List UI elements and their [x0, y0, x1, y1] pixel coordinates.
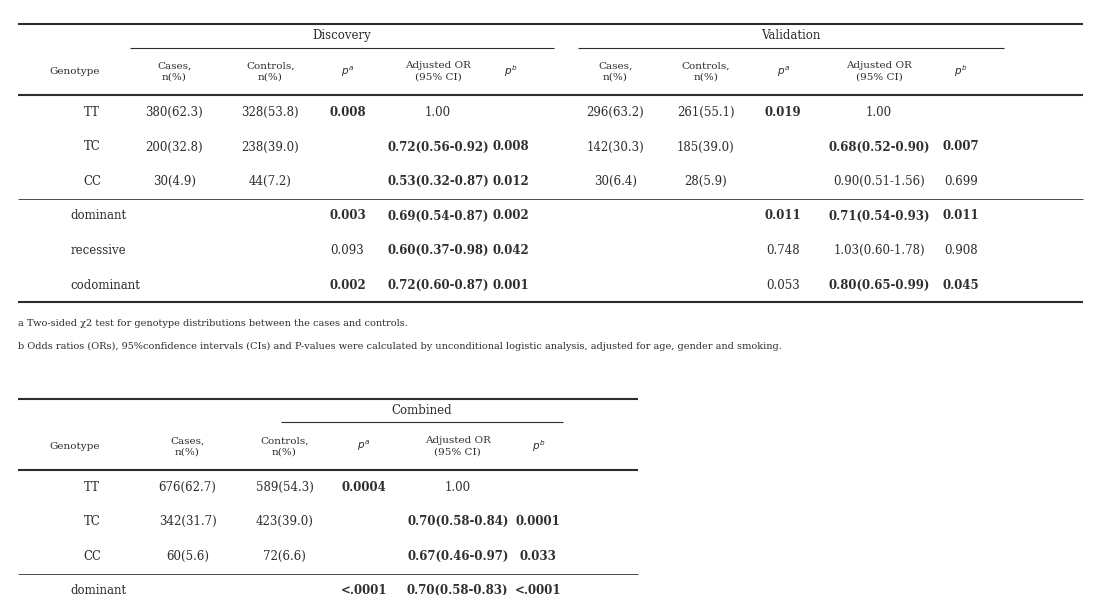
Text: Controls,
n(%): Controls, n(%) [682, 61, 730, 82]
Text: Controls,
n(%): Controls, n(%) [260, 436, 309, 456]
Text: 0.002: 0.002 [329, 278, 366, 292]
Text: 30(6.4): 30(6.4) [595, 175, 636, 188]
Text: Cases,
n(%): Cases, n(%) [170, 436, 205, 456]
Text: Genotype: Genotype [50, 67, 100, 76]
Text: 0.908: 0.908 [944, 244, 977, 257]
Text: 261(55.1): 261(55.1) [677, 106, 735, 119]
Text: 0.093: 0.093 [331, 244, 364, 257]
Text: Genotype: Genotype [50, 441, 100, 451]
Text: 0.019: 0.019 [764, 106, 802, 119]
Text: 0.748: 0.748 [767, 244, 800, 257]
Text: Controls,
n(%): Controls, n(%) [246, 61, 295, 82]
Text: 0.012: 0.012 [492, 175, 529, 188]
Text: 1.00: 1.00 [445, 481, 471, 494]
Text: 1.00: 1.00 [425, 106, 451, 119]
Text: 142(30.3): 142(30.3) [587, 140, 644, 154]
Text: a Two-sided χ2 test for genotype distributions between the cases and controls.: a Two-sided χ2 test for genotype distrib… [18, 319, 407, 328]
Text: $p^b$: $p^b$ [504, 64, 517, 79]
Text: 0.72(0.56-0.92): 0.72(0.56-0.92) [387, 140, 489, 154]
Text: 676(62.7): 676(62.7) [159, 481, 216, 494]
Text: 0.0001: 0.0001 [516, 515, 560, 528]
Text: 238(39.0): 238(39.0) [242, 140, 299, 154]
Text: Cases,
n(%): Cases, n(%) [157, 61, 192, 82]
Text: CC: CC [84, 550, 101, 563]
Text: 0.042: 0.042 [492, 244, 529, 257]
Text: 380(62.3): 380(62.3) [146, 106, 203, 119]
Text: b Odds ratios (ORs), 95%confidence intervals (CIs) and P-values were calculated : b Odds ratios (ORs), 95%confidence inter… [18, 342, 782, 350]
Text: 0.011: 0.011 [942, 209, 979, 223]
Text: 0.003: 0.003 [329, 209, 366, 223]
Text: Adjusted OR
(95% CI): Adjusted OR (95% CI) [425, 436, 491, 456]
Text: 72(6.6): 72(6.6) [264, 550, 306, 563]
Text: 0.045: 0.045 [942, 278, 979, 292]
Text: <.0001: <.0001 [341, 584, 387, 595]
Text: 0.53(0.32-0.87): 0.53(0.32-0.87) [387, 175, 489, 188]
Text: 0.008: 0.008 [329, 106, 366, 119]
Text: 0.90(0.51-1.56): 0.90(0.51-1.56) [833, 175, 925, 188]
Text: 44(7.2): 44(7.2) [249, 175, 291, 188]
Text: 0.72(0.60-0.87): 0.72(0.60-0.87) [387, 278, 489, 292]
Text: 0.699: 0.699 [944, 175, 977, 188]
Text: 1.00: 1.00 [866, 106, 892, 119]
Text: dominant: dominant [71, 209, 127, 223]
Text: Cases,
n(%): Cases, n(%) [598, 61, 633, 82]
Text: Discovery: Discovery [312, 29, 372, 42]
Text: TT: TT [84, 106, 100, 119]
Text: 60(5.6): 60(5.6) [167, 550, 208, 563]
Text: 0.70(0.58-0.83): 0.70(0.58-0.83) [407, 584, 508, 595]
Text: Adjusted OR
(95% CI): Adjusted OR (95% CI) [846, 61, 912, 82]
Text: 0.80(0.65-0.99): 0.80(0.65-0.99) [828, 278, 930, 292]
Text: $p^b$: $p^b$ [954, 64, 967, 79]
Text: 342(31.7): 342(31.7) [159, 515, 216, 528]
Text: 1.03(0.60-1.78): 1.03(0.60-1.78) [833, 244, 925, 257]
Text: recessive: recessive [71, 244, 126, 257]
Text: $p^a$: $p^a$ [357, 439, 371, 453]
Text: 423(39.0): 423(39.0) [256, 515, 313, 528]
Text: 0.033: 0.033 [520, 550, 557, 563]
Text: 0.002: 0.002 [492, 209, 529, 223]
Text: CC: CC [84, 175, 101, 188]
Text: 0.011: 0.011 [764, 209, 802, 223]
Text: 185(39.0): 185(39.0) [677, 140, 735, 154]
Text: TT: TT [84, 481, 100, 494]
Text: TC: TC [84, 140, 100, 154]
Text: 28(5.9): 28(5.9) [685, 175, 727, 188]
Text: 328(53.8): 328(53.8) [242, 106, 299, 119]
Text: Adjusted OR
(95% CI): Adjusted OR (95% CI) [405, 61, 471, 82]
Text: 589(54.3): 589(54.3) [256, 481, 313, 494]
Text: 30(4.9): 30(4.9) [153, 175, 195, 188]
Text: <.0001: <.0001 [515, 584, 561, 595]
Text: 0.68(0.52-0.90): 0.68(0.52-0.90) [828, 140, 930, 154]
Text: $p^a$: $p^a$ [341, 64, 354, 79]
Text: 0.67(0.46-0.97): 0.67(0.46-0.97) [407, 550, 508, 563]
Text: 296(63.2): 296(63.2) [587, 106, 644, 119]
Text: 0.053: 0.053 [767, 278, 800, 292]
Text: 0.008: 0.008 [492, 140, 529, 154]
Text: $p^b$: $p^b$ [532, 439, 545, 454]
Text: 0.0004: 0.0004 [342, 481, 386, 494]
Text: codominant: codominant [71, 278, 140, 292]
Text: Validation: Validation [761, 29, 821, 42]
Text: 0.70(0.58-0.84): 0.70(0.58-0.84) [407, 515, 508, 528]
Text: 200(32.8): 200(32.8) [146, 140, 203, 154]
Text: 0.71(0.54-0.93): 0.71(0.54-0.93) [828, 209, 930, 223]
Text: TC: TC [84, 515, 100, 528]
Text: 0.69(0.54-0.87): 0.69(0.54-0.87) [387, 209, 489, 223]
Text: 0.007: 0.007 [942, 140, 979, 154]
Text: $p^a$: $p^a$ [777, 64, 790, 79]
Text: 0.001: 0.001 [492, 278, 529, 292]
Text: 0.60(0.37-0.98): 0.60(0.37-0.98) [387, 244, 489, 257]
Text: Combined: Combined [392, 404, 452, 417]
Text: dominant: dominant [71, 584, 127, 595]
